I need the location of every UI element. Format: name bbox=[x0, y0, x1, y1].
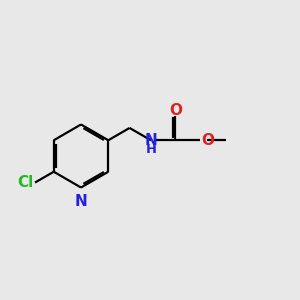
Text: N: N bbox=[145, 133, 157, 148]
Text: H: H bbox=[146, 143, 156, 156]
Text: Cl: Cl bbox=[17, 175, 34, 190]
Text: N: N bbox=[75, 194, 87, 209]
Text: O: O bbox=[201, 133, 214, 148]
Text: O: O bbox=[169, 103, 182, 118]
